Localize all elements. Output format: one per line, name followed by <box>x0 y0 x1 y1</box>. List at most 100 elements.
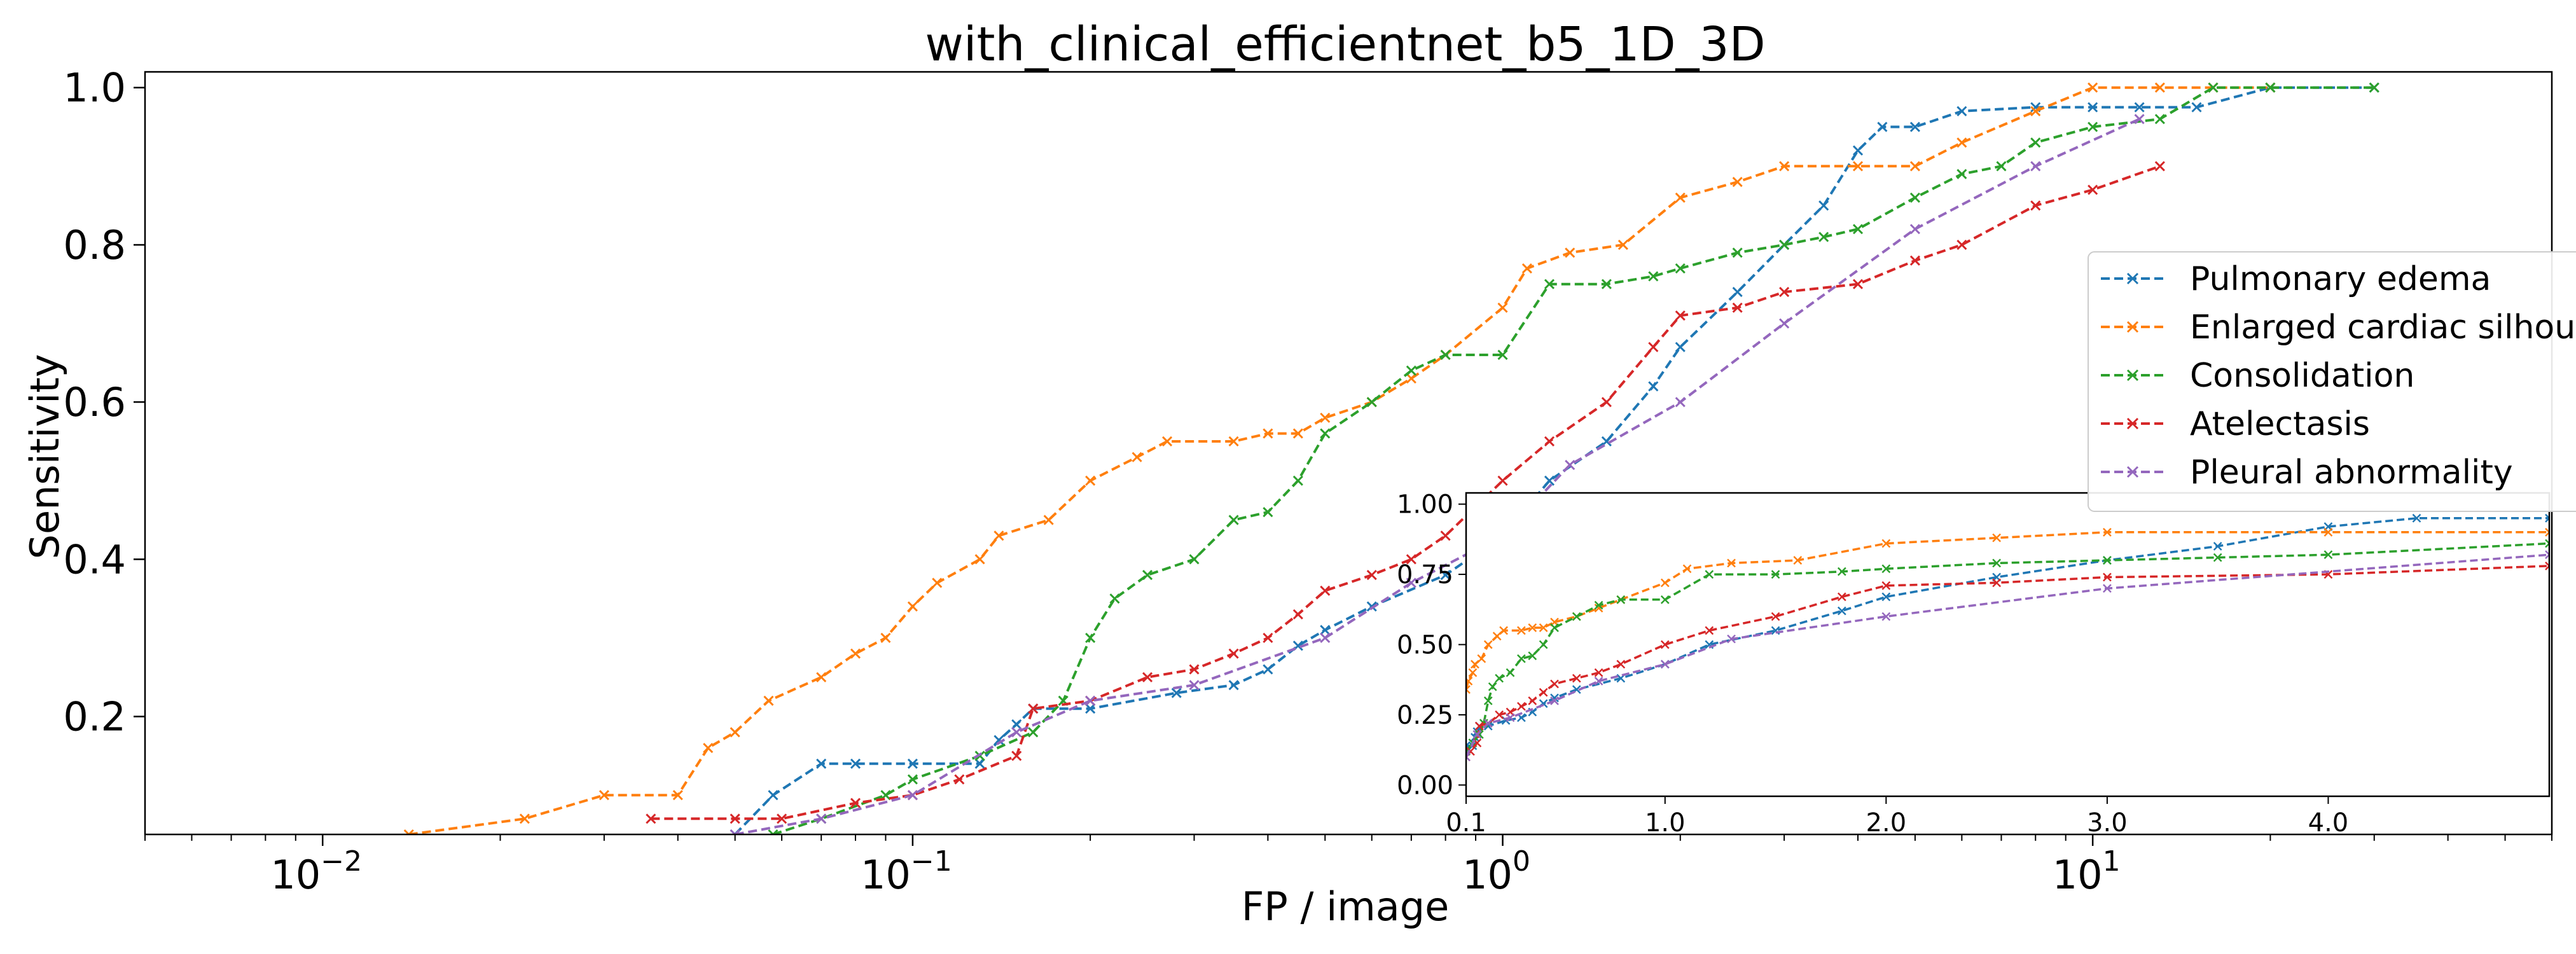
series-0-point-7 <box>1011 719 1022 730</box>
inset-series-1-point-18 <box>1793 556 1803 565</box>
series-1-point-5 <box>730 727 740 738</box>
inset-series-2-point-13 <box>1594 600 1603 610</box>
inset-x-tick-label: 0.1 <box>1446 808 1486 838</box>
series-1-point-26 <box>1521 263 1532 274</box>
inset-series-line-1 <box>1466 531 2549 690</box>
inset-series-2-point-21 <box>2103 556 2112 565</box>
series-1-point-0 <box>403 829 414 834</box>
series-0-point-9 <box>1085 703 1096 714</box>
series-0-point-1 <box>768 790 779 801</box>
inset-series-2-point-20 <box>1992 558 2002 568</box>
series-3-point-16 <box>1406 554 1416 565</box>
series-2-point-13 <box>1292 475 1303 486</box>
series-3-point-20 <box>1601 397 1612 408</box>
inset-series-1-point-4 <box>1477 654 1486 663</box>
series-1-point-34 <box>1956 137 1967 148</box>
series-1-point-33 <box>1909 161 1920 172</box>
series-4-point-4 <box>1085 695 1096 706</box>
inset-series-3-point-11 <box>1572 674 1581 683</box>
series-1-point-11 <box>932 577 943 588</box>
series-4-point-12 <box>1909 224 1920 235</box>
series-4-point-7 <box>1406 577 1416 588</box>
inset-background <box>1466 493 2549 796</box>
series-2-point-0 <box>768 829 779 834</box>
inset-series-4-point-9 <box>2103 584 2112 593</box>
series-2-point-19 <box>1544 279 1555 289</box>
series-3-point-0 <box>646 813 656 824</box>
inset-series-1-point-19 <box>1881 539 1891 548</box>
series-2-point-11 <box>1228 515 1239 525</box>
inset-series-4-point-3 <box>1506 713 1515 722</box>
legend-marker <box>2126 272 2139 285</box>
series-3-point-11 <box>1228 648 1239 659</box>
series-3-point-5 <box>954 774 965 785</box>
series-3-point-30 <box>2154 161 2165 172</box>
inset-series-3-point-10 <box>1550 679 1559 689</box>
series-3-point-14 <box>1320 585 1331 596</box>
inset-series-1-point-9 <box>1528 623 1537 632</box>
inset-series-2-point-7 <box>1506 668 1515 677</box>
series-4-point-13 <box>2030 161 2041 172</box>
inset-series-2-point-23 <box>2323 550 2333 560</box>
y-tick-label: 0.2 <box>63 694 126 740</box>
inset-series-2-point-8 <box>1517 654 1526 663</box>
x-tick-label: 10−2 <box>270 845 362 898</box>
series-1-point-17 <box>1161 436 1173 447</box>
inset-series-1-point-20 <box>1992 533 2002 543</box>
series-3-point-17 <box>1440 530 1451 541</box>
series-1-point-27 <box>1565 247 1575 258</box>
inset-series-2-point-17 <box>1771 570 1780 579</box>
inset-series-2-point-12 <box>1572 612 1581 621</box>
series-2-point-21 <box>1648 271 1659 282</box>
inset-series-1-point-5 <box>1483 640 1493 649</box>
legend-entry-4: Pleural abnormality <box>2101 453 2513 492</box>
series-3-point-12 <box>1263 632 1273 644</box>
y-tick-label: 1.0 <box>63 65 126 111</box>
series-2-point-14 <box>1320 428 1331 439</box>
series-2-point-26 <box>1852 224 1864 235</box>
inset-series-0-point-16 <box>1837 606 1846 616</box>
series-2-point-8 <box>1109 593 1120 604</box>
series-2-point-10 <box>1189 554 1200 565</box>
inset-series-2-point-14 <box>1616 595 1626 604</box>
inset-series-2-point-4 <box>1483 696 1493 705</box>
series-3-point-6 <box>1011 750 1022 761</box>
inset-series-1-point-7 <box>1499 626 1508 635</box>
series-0-point-32 <box>2191 102 2202 113</box>
series-2-point-24 <box>1779 239 1790 250</box>
series-4-point-11 <box>1779 318 1790 329</box>
series-1-point-9 <box>880 632 891 644</box>
series-3-point-7 <box>1028 703 1039 714</box>
series-2-point-17 <box>1440 349 1451 361</box>
series-2-point-18 <box>1497 349 1508 361</box>
series-2-point-7 <box>1085 632 1096 644</box>
series-2-point-29 <box>1996 161 2007 172</box>
series-0-point-30 <box>2088 102 2098 113</box>
inset-plot-area: 0.1 1.0 2.0 3.0 4.0 0.00 0.25 0.50 0.75 1.00 <box>1397 490 2551 838</box>
inset-series-1-point-0 <box>1466 685 1471 695</box>
series-1-point-30 <box>1732 176 1743 188</box>
series-2-point-32 <box>2154 114 2165 125</box>
inset-series-0-point-10 <box>1550 693 1559 703</box>
series-3-point-1 <box>730 813 740 824</box>
chart-title: with_clinical_efficientnet_b5_1D_3D <box>925 17 1765 72</box>
series-1-point-25 <box>1497 302 1508 313</box>
inset-series-2-point-19 <box>1881 564 1891 574</box>
y-tick-label: 0.8 <box>63 222 126 268</box>
inset-series-1-point-8 <box>1517 626 1526 635</box>
y-axis-label: Sensitivity <box>22 354 68 560</box>
inset-series-0-point-20 <box>2213 542 2222 551</box>
series-0-point-26 <box>1877 121 1888 132</box>
inset-series-3-point-12 <box>1594 668 1603 677</box>
series-0-point-4 <box>907 758 918 769</box>
inset-series-4-point-2 <box>1483 719 1493 728</box>
series-1-point-1 <box>519 813 530 824</box>
series-0-point-16 <box>1440 570 1451 581</box>
series-1-point-3 <box>672 790 683 801</box>
series-3-point-10 <box>1189 664 1200 675</box>
series-0-point-22 <box>1732 287 1743 298</box>
series-3-point-9 <box>1142 672 1153 682</box>
inset-x-tick-label: 2.0 <box>1866 808 1907 838</box>
legend-label: Pulmonary edema <box>2190 260 2491 298</box>
series-2-point-25 <box>1818 232 1829 242</box>
